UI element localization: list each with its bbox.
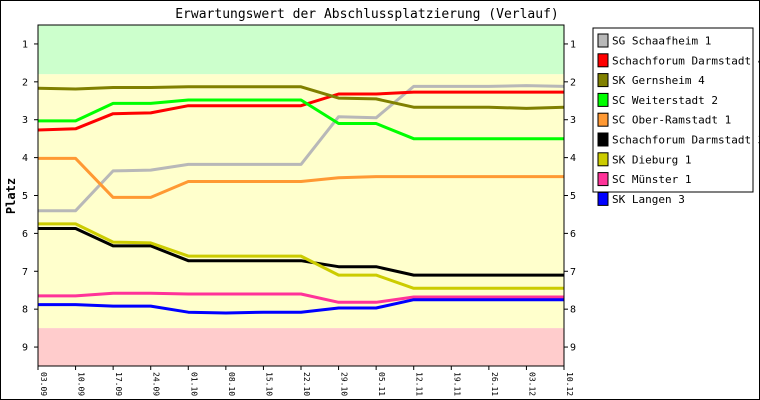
- legend-label-5: Schachforum Darmstadt 3: [612, 134, 760, 147]
- x-tick-label-13: 03.12: [527, 372, 536, 396]
- x-tick-label-8: 29.10: [340, 372, 349, 396]
- series-line-5: [38, 227, 564, 277]
- y-tick-label-right-4: 5: [570, 191, 576, 202]
- legend-swatch-1: [597, 53, 609, 68]
- series-line-3: [38, 98, 564, 141]
- y-tick-label-right-2: 3: [570, 115, 576, 126]
- y-axis-label: Platz: [4, 178, 18, 214]
- y-tick-label-right-8: 9: [570, 343, 576, 354]
- ticks-layer: 1 1 2 2 3 3 4 4 5 5 6 6 7 7 8 8 9 9 03.09 10.09 17.09 24.09 01…: [22, 39, 576, 396]
- y-tick-label-left-8: 9: [22, 343, 28, 354]
- y-tick-label-left-4: 5: [22, 191, 28, 202]
- y-tick-label-right-1: 2: [570, 77, 576, 88]
- series-line-2: [37, 85, 565, 110]
- band-0: [38, 25, 564, 75]
- x-tick-label-2: 17.09: [114, 372, 123, 396]
- series-line-0: [38, 84, 565, 213]
- y-tick-label-left-6: 7: [22, 267, 28, 278]
- x-tick-label-0: 03.09: [39, 372, 48, 396]
- y-tick-label-left-3: 4: [22, 153, 28, 164]
- bands-layer: [38, 25, 564, 366]
- legend-label-4: SC Ober-Ramstadt 1: [612, 114, 731, 127]
- x-tick-label-9: 05.11: [377, 372, 386, 396]
- legend-swatch-5: [597, 132, 609, 147]
- x-tick-label-1: 10.09: [77, 372, 86, 396]
- y-tick-label-right-3: 4: [570, 153, 576, 164]
- x-tick-label-7: 22.10: [302, 372, 311, 396]
- series-line-8: [38, 298, 564, 315]
- band-2: [38, 328, 564, 366]
- y-tick-label-right-0: 1: [570, 39, 576, 50]
- y-tick-label-right-6: 7: [570, 267, 576, 278]
- legend-label-8: SK Langen 3: [612, 193, 685, 206]
- x-tick-label-6: 15.10: [264, 372, 273, 396]
- legend-swatch-3: [597, 92, 609, 107]
- y-tick-label-left-5: 6: [22, 229, 28, 240]
- y-tick-label-left-1: 2: [22, 77, 28, 88]
- y-tick-label-right-5: 6: [570, 229, 576, 240]
- x-tick-label-11: 19.11: [452, 372, 461, 396]
- x-tick-label-10: 12.11: [415, 372, 424, 396]
- legend-label-3: SC Weiterstadt 2: [612, 94, 718, 107]
- series-line-7: [38, 291, 564, 304]
- y-tick-label-left-7: 8: [22, 305, 28, 316]
- chart-title: Erwartungswert der Abschlussplatzierung …: [175, 7, 559, 22]
- legend-label-1: Schachforum Darmstadt 4: [612, 54, 760, 67]
- legend: SG Schaafheim 1 Schachforum Darmstadt 4 SK…: [592, 27, 760, 206]
- legend-label-6: SK Dieburg 1: [612, 153, 691, 166]
- x-tick-label-4: 01.10: [189, 372, 198, 396]
- legend-swatch-7: [597, 172, 609, 187]
- legend-label-0: SG Schaafheim 1: [612, 35, 711, 48]
- x-tick-label-12: 26.11: [490, 372, 499, 396]
- x-tick-label-14: 10.12: [565, 372, 574, 396]
- series-line-6: [38, 222, 564, 290]
- legend-swatch-0: [597, 33, 609, 48]
- legend-swatch-2: [597, 73, 609, 88]
- y-tick-label-left-0: 1: [22, 39, 28, 50]
- series-line-4: [38, 156, 564, 199]
- y-tick-label-right-7: 8: [570, 305, 576, 316]
- x-tick-label-3: 24.09: [152, 372, 161, 396]
- band-1: [38, 74, 564, 329]
- legend-label-7: SC Münster 1: [612, 173, 691, 186]
- legend-swatch-8: [597, 191, 609, 206]
- series-layer: [37, 84, 565, 315]
- series-line-1: [37, 90, 564, 132]
- legend-box: [592, 27, 754, 193]
- legend-label-2: SK Gernsheim 4: [612, 74, 705, 87]
- legend-swatch-6: [597, 152, 609, 167]
- y-tick-label-left-2: 3: [22, 115, 28, 126]
- x-tick-label-5: 08.10: [227, 372, 236, 396]
- legend-swatch-4: [597, 112, 609, 127]
